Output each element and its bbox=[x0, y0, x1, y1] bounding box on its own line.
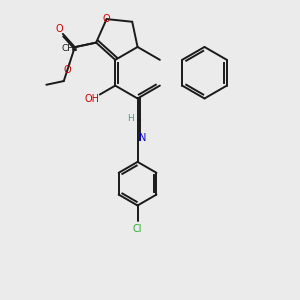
Text: OH: OH bbox=[85, 94, 100, 104]
Text: H: H bbox=[127, 114, 134, 123]
Text: O: O bbox=[55, 25, 63, 34]
Text: N: N bbox=[139, 133, 146, 143]
Text: O: O bbox=[64, 65, 71, 75]
Text: Cl: Cl bbox=[133, 224, 142, 234]
Text: O: O bbox=[103, 14, 110, 24]
Text: CH₃: CH₃ bbox=[61, 44, 78, 53]
